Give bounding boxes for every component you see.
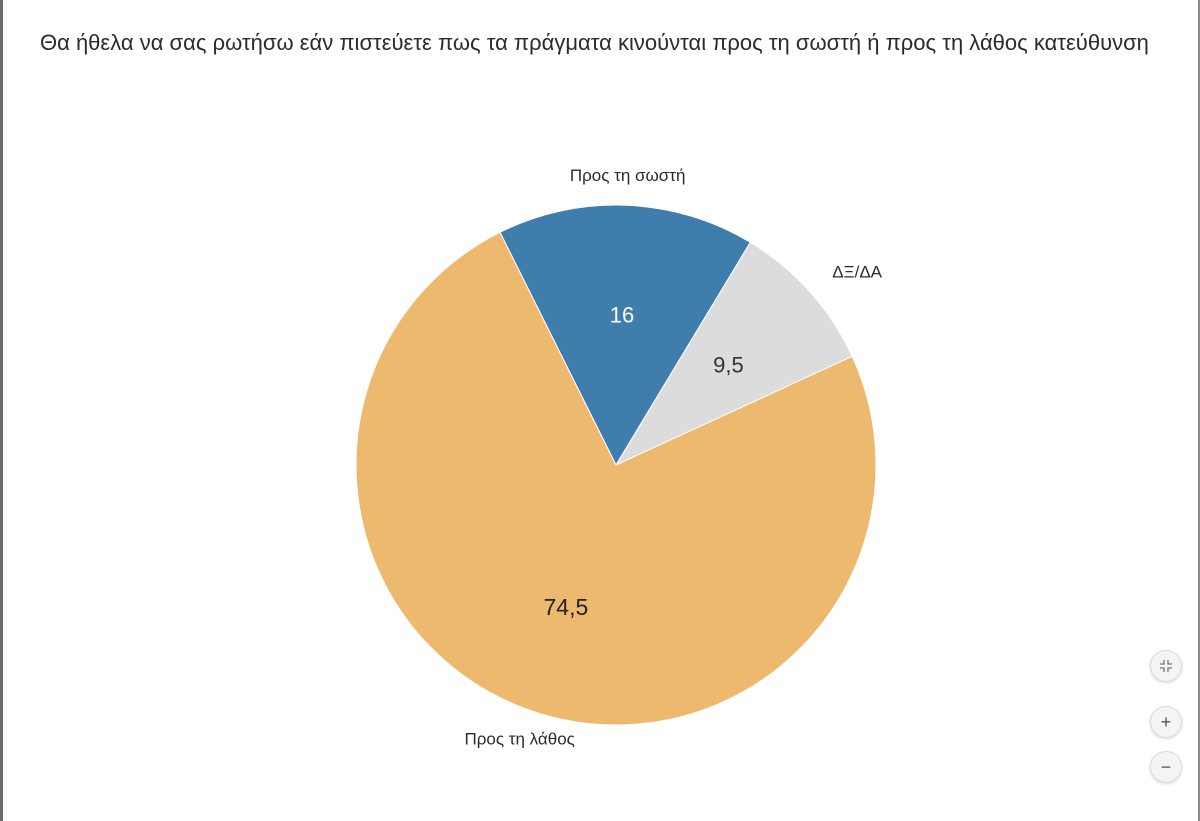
- pie-slice[interactable]: [499, 204, 751, 467]
- pie-slice[interactable]: [614, 241, 853, 467]
- pie-slice[interactable]: [355, 231, 877, 726]
- collapse-icon: [1160, 660, 1172, 672]
- slice-category-label: Προς τη λάθος: [464, 730, 574, 749]
- slice-value-label: 16: [610, 302, 634, 327]
- slice-category-label: Προς τη σωστή: [570, 166, 686, 185]
- zoom-in-button[interactable]: +: [1150, 706, 1182, 738]
- slice-value-label: 74,5: [544, 594, 589, 620]
- minus-icon: −: [1160, 756, 1172, 777]
- slice-category-label: ΔΞ/ΔΑ: [832, 263, 882, 282]
- exit-fullscreen-button[interactable]: [1150, 650, 1182, 682]
- slice-value-label: 9,5: [713, 352, 744, 377]
- zoom-out-button[interactable]: −: [1150, 751, 1182, 783]
- chart-title: Θα ήθελα να σας ρωτήσω εάν πιστεύετε πως…: [40, 30, 1149, 55]
- window-frame-left: [0, 0, 3, 821]
- plus-icon: +: [1160, 711, 1172, 732]
- window-frame-right: [1198, 0, 1200, 821]
